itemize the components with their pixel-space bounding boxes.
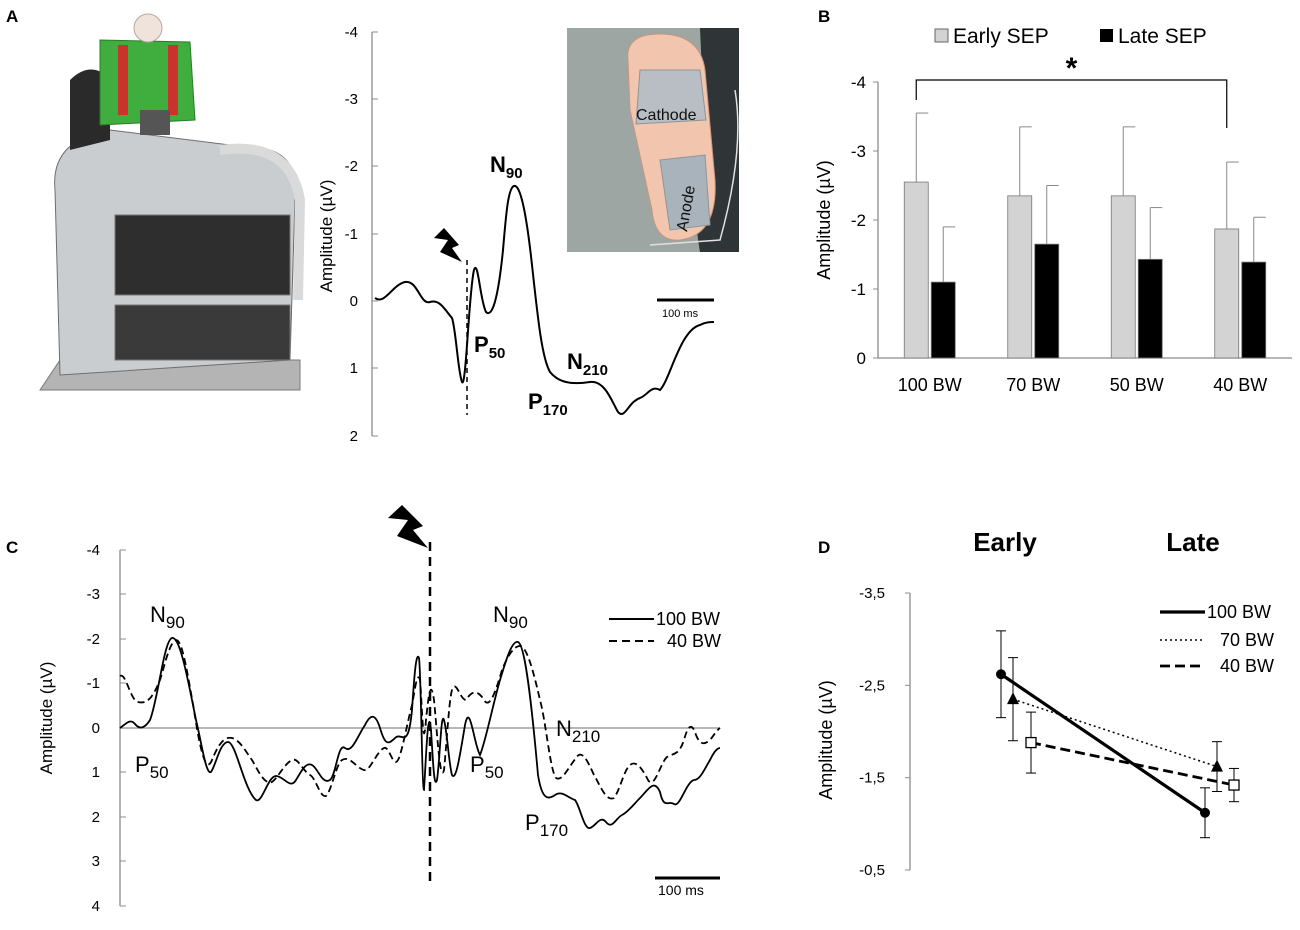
panel-c-legend-100bw: 100 BW [656,609,720,629]
panel-a-ytick: -1 [345,226,358,243]
harness-treadmill-photo [39,13,306,391]
panel-a-ytick: 1 [350,360,358,377]
panel-b-ylabel: Amplitude (µV) [814,160,834,279]
panel-c-ytick: 3 [92,853,100,870]
panel-c-peak-n90-left: N90 [150,602,185,632]
panel-b-ytick: 0 [857,349,866,368]
panel-b-ytick: -1 [851,280,866,299]
panel-c-scale-label: 100 ms [658,882,704,898]
panel-b-legend-late: Late SEP [1118,25,1207,48]
panel-b-ytick: -4 [851,73,866,92]
panel-c-axis [119,549,720,907]
panel-d-legend-label: 100 BW [1207,602,1271,622]
panel-d-line-chart: -3,5 -2,5 -1,5 -0,5 Amplitude (µV) Early Late 1… [816,527,1274,879]
panel-c-peak-n210: N210 [556,716,600,746]
panel-a-scale-label: 100 ms [662,308,699,320]
panel-c-ytick: 4 [92,898,100,915]
panel-d-ylabel: Amplitude (µV) [816,680,836,799]
panel-b-significance-bracket [915,79,1228,128]
panel-a-sep-trace [374,185,715,415]
panel-c-ytick: 2 [92,809,100,826]
panel-b-bar [1241,261,1267,359]
panel-a-ytick: -4 [345,24,358,41]
panel-b-bar [1214,228,1240,359]
panel-d-category-late: Late [1166,527,1219,557]
panel-c-ytick: 1 [92,764,100,781]
panel-c-peak-p50-right: P50 [470,752,504,782]
panel-a-label: A [6,7,18,26]
panel-c-ytick: -1 [87,675,100,692]
panel-b-legend-swatch-late [1100,29,1113,42]
panel-a-axis [371,31,378,437]
foot-electrodes-photo [567,28,739,252]
panel-d-point [1025,736,1037,749]
panel-d-point [996,669,1006,680]
panel-b-xtick: 50 BW [1110,375,1164,395]
panel-b-ytick: -2 [851,211,866,230]
panel-b-legend-early: Early SEP [953,25,1049,48]
panel-d-legend-label: 40 BW [1220,656,1274,676]
panel-a-ytick: -2 [345,158,358,175]
panel-a-peak-p50: P50 [474,332,505,362]
lightning-bolt-icon [388,505,428,548]
lightning-bolt-icon [434,228,462,262]
panel-b-significance-star: * [1066,52,1078,85]
panel-c-peak-p170: P170 [525,810,568,840]
panel-c-peak-n90-right: N90 [493,602,528,632]
panel-a-ytick: 0 [350,293,358,310]
panel-b-xtick: 40 BW [1213,375,1267,395]
panel-b-xtick: 70 BW [1006,375,1060,395]
panel-b-bar [1137,258,1163,359]
panel-c-trace-40bw [119,639,721,800]
panel-a-peak-n90: N90 [490,152,523,182]
panel-d-series-line [1012,698,1218,768]
panel-d-series-line [1000,672,1206,815]
panel-b-label: B [818,7,830,26]
panel-c-ylabel: Amplitude (µV) [37,662,56,775]
panel-d-point [1007,692,1019,705]
panel-c-peak-p50-left: P50 [135,752,169,782]
panel-b-bar-chart: 0 -1 -2 -3 -4 Amplitude (µV) 100 BW 70 BW 50 BW 4… [814,25,1292,395]
panel-d-ytick: -0,5 [859,862,885,879]
panel-d-point [1200,807,1210,818]
panel-c-ytick: -2 [87,631,100,648]
panel-a-ytick: 2 [350,428,358,445]
panel-c-ytick: 0 [92,720,100,737]
panel-d-series-line [1030,741,1235,787]
panel-d-ytick: -1,5 [859,770,885,787]
panel-a-peak-p170: P170 [528,389,568,419]
panel-c-legend-40bw: 40 BW [667,631,721,651]
panel-d-ytick: -3,5 [859,585,885,602]
panel-d-ytick: -2,5 [859,677,885,694]
panel-b-bar [1034,243,1060,359]
panel-b-bar [1007,195,1033,359]
panel-d-point [1211,759,1223,772]
panel-a-peak-n210: N210 [567,349,608,379]
panel-a-ytick: -3 [345,91,358,108]
panel-b-legend-swatch-early [934,28,949,43]
foot-label-cathode: Cathode [636,107,697,124]
panel-d-legend-label: 70 BW [1220,630,1274,650]
panel-b-bar [1110,195,1136,359]
panel-d-category-early: Early [973,527,1037,557]
panel-b-xtick: 100 BW [898,375,962,395]
panel-c-label: C [6,538,18,557]
panel-b-bar [903,181,929,359]
panel-a-ylabel: Amplitude (µV) [317,180,336,293]
panel-c-ytick: -4 [87,542,100,559]
panel-d-point [1228,779,1240,791]
panel-b-bar [930,281,956,359]
panel-c-ytick: -3 [87,586,100,603]
panel-d-label: D [818,538,830,557]
panel-b-ytick: -3 [851,142,866,161]
panel-c-trace-100bw [119,637,721,829]
